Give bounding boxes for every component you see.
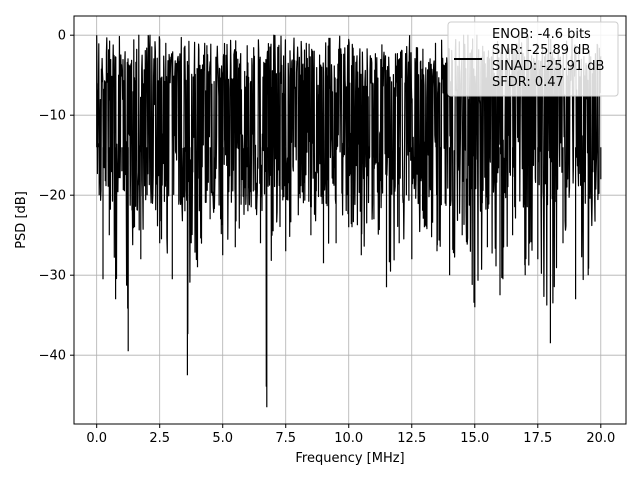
x-tick-label: 2.5 (149, 431, 170, 446)
x-ticks: 0.0 2.5 5.0 7.5 10.0 12.5 15.0 17.5 20.0 (86, 424, 615, 446)
x-tick-label: 7.5 (275, 431, 296, 446)
x-tick-label: 20.0 (586, 431, 615, 446)
plot-frame (73, 15, 627, 425)
legend-entry-sfdr: SFDR: 0.47 (492, 75, 564, 90)
x-axis-label: Frequency [MHz] (295, 451, 404, 466)
plot-area (96, 34, 602, 408)
y-tick-label: −20 (39, 189, 66, 204)
legend-entry-sinad: SINAD: -25.91 dB (492, 59, 604, 74)
x-tick-label: 12.5 (397, 431, 426, 446)
legend-entry-enob: ENOB: -4.6 bits (492, 27, 591, 42)
x-tick-label: 10.0 (334, 431, 363, 446)
psd-series-line (96, 34, 602, 408)
legend-entry-snr: SNR: -25.89 dB (492, 43, 590, 58)
legend-box (447, 21, 619, 97)
y-axis-label: PSD [dB] (14, 191, 29, 249)
y-tick-label: −40 (39, 349, 66, 364)
y-tick-label: 0 (58, 29, 66, 44)
x-tick-label: 17.5 (523, 431, 552, 446)
y-ticks: 0 −10 −20 −30 −40 (39, 29, 74, 364)
y-tick-label: −10 (39, 109, 66, 124)
legend: ENOB: -4.6 bits SNR: -25.89 dB SINAD: -2… (447, 21, 619, 97)
x-tick-label: 5.0 (212, 431, 233, 446)
x-tick-label: 0.0 (86, 431, 107, 446)
y-tick-label: −30 (39, 269, 66, 284)
x-tick-label: 15.0 (460, 431, 489, 446)
